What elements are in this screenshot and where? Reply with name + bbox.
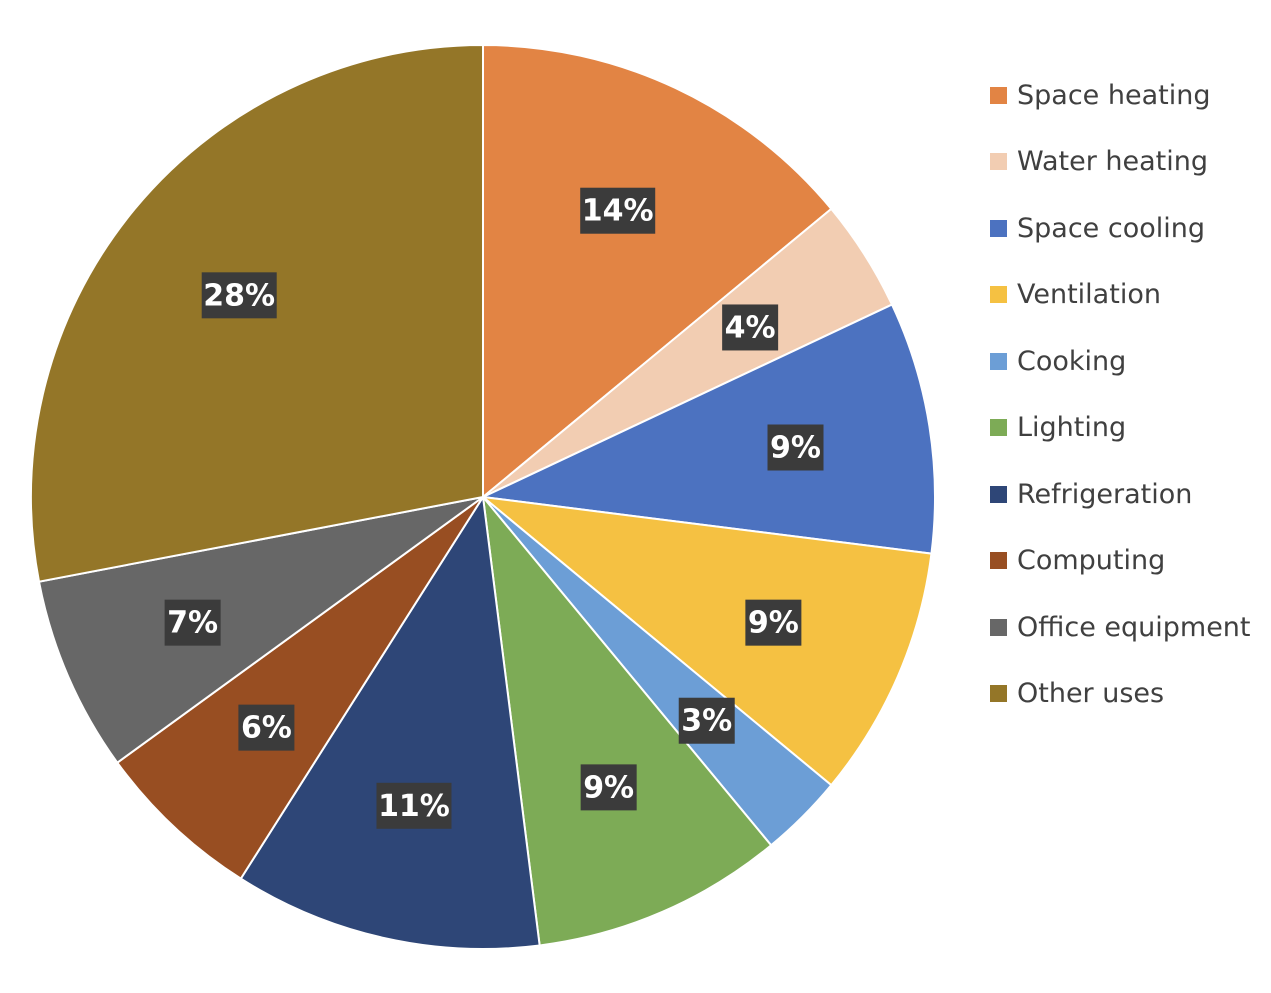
pie-slice-office-equipment <box>37 496 484 765</box>
legend-item-space-heating: Space heating <box>990 62 1265 129</box>
legend-swatch <box>990 219 1007 237</box>
data-label-office-equipment: 7% <box>164 599 221 646</box>
data-label-text: 6% <box>241 711 292 746</box>
legend-item-ventilation: Ventilation <box>990 262 1265 329</box>
data-label-text: 14% <box>582 194 654 229</box>
data-label-space-heating: 14% <box>580 187 656 234</box>
data-label-box <box>722 304 779 351</box>
legend-label: Ventilation <box>1017 279 1161 311</box>
pie-slice-space-heating <box>482 43 833 500</box>
data-label-other-uses: 28% <box>201 272 277 319</box>
pie-slice-ventilation <box>479 495 933 787</box>
legend-item-space-cooling: Space cooling <box>990 195 1265 262</box>
legend-label: Refrigeration <box>1017 478 1193 510</box>
pie-slice-lighting <box>481 493 773 947</box>
pie-slice-refrigeration <box>239 494 541 950</box>
legend: Space heating Water heating Space cooling V… <box>990 62 1265 727</box>
legend-label: Space cooling <box>1017 212 1205 244</box>
data-label-box <box>580 187 656 234</box>
data-label-computing: 6% <box>238 704 295 751</box>
legend-label: Space heating <box>1017 79 1211 111</box>
data-label-cooking: 3% <box>678 697 735 744</box>
data-label-box <box>201 272 277 319</box>
legend-label: Office equipment <box>1017 611 1251 643</box>
data-label-space-cooling: 9% <box>767 424 824 471</box>
legend-swatch <box>990 419 1007 437</box>
data-label-ventilation: 9% <box>745 599 802 646</box>
data-label-text: 11% <box>378 789 450 824</box>
legend-item-computing: Computing <box>990 528 1265 595</box>
data-label-box <box>767 424 824 471</box>
legend-item-water-heating: Water heating <box>990 129 1265 196</box>
data-label-box <box>164 599 221 646</box>
legend-label: Other uses <box>1017 678 1165 710</box>
legend-label: Cooking <box>1017 345 1127 377</box>
data-label-text: 9% <box>583 770 634 805</box>
data-label-text: 9% <box>748 606 799 641</box>
legend-item-office-equipment: Office equipment <box>990 594 1265 661</box>
data-label-lighting: 9% <box>580 764 637 811</box>
data-label-text: 7% <box>167 606 218 641</box>
data-label-text: 28% <box>203 278 275 313</box>
data-label-text: 3% <box>681 704 732 739</box>
legend-swatch <box>990 685 1007 703</box>
legend-swatch <box>990 153 1007 171</box>
data-label-text: 4% <box>725 310 776 345</box>
legend-swatch <box>990 352 1007 370</box>
legend-item-cooking: Cooking <box>990 328 1265 395</box>
legend-label: Lighting <box>1017 412 1127 444</box>
legend-swatch <box>990 485 1007 503</box>
data-label-refrigeration: 11% <box>376 782 452 829</box>
data-label-water-heating: 4% <box>722 304 779 351</box>
legend-swatch <box>990 552 1007 570</box>
legend-swatch <box>990 286 1007 304</box>
data-label-box <box>745 599 802 646</box>
legend-label: Water heating <box>1017 146 1209 178</box>
legend-item-lighting: Lighting <box>990 395 1265 462</box>
data-label-text: 9% <box>770 431 821 466</box>
data-label-box <box>238 704 295 751</box>
data-label-box <box>678 697 735 744</box>
legend-item-other-uses: Other uses <box>990 661 1265 728</box>
legend-swatch <box>990 618 1007 636</box>
pie-slice-space-cooling <box>479 303 936 555</box>
legend-item-refrigeration: Refrigeration <box>990 461 1265 528</box>
legend-label: Computing <box>1017 545 1166 577</box>
legend-swatch <box>990 86 1007 104</box>
data-label-box <box>580 764 637 811</box>
pie-slice-computing <box>115 496 484 881</box>
data-label-box <box>376 782 452 829</box>
